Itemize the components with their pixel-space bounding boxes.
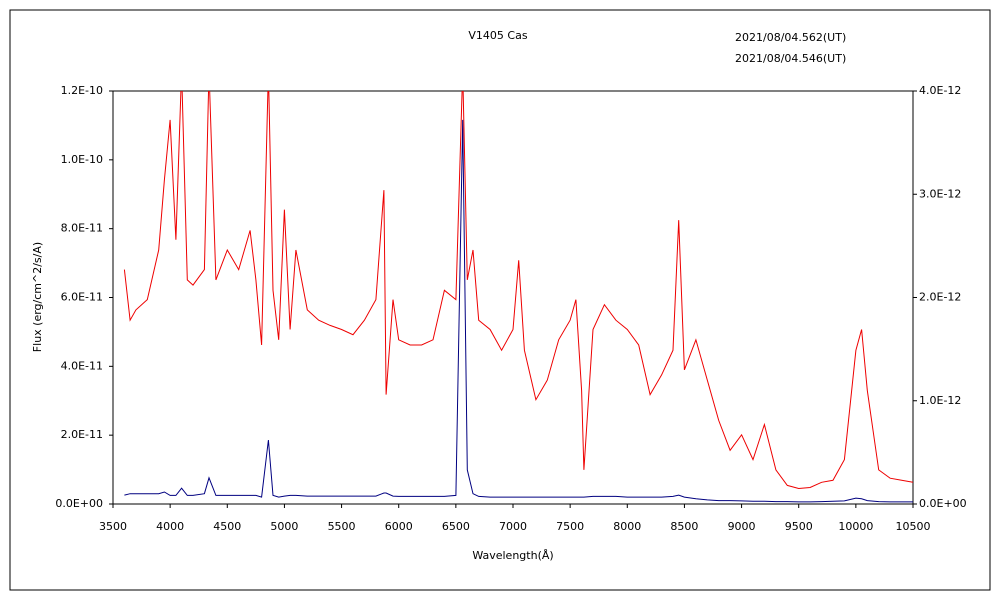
x-tick-label: 5000 <box>270 520 298 533</box>
x-tick-label: 9500 <box>785 520 813 533</box>
x-tick-label: 5500 <box>328 520 356 533</box>
y-tick-label: 0.0E+00 <box>55 497 103 510</box>
y-tick-label: 1.2E-10 <box>61 84 103 97</box>
x-tick-label: 9000 <box>728 520 756 533</box>
x-tick-label: 4000 <box>156 520 184 533</box>
data-line <box>123 91 913 490</box>
y2-tick-label: 2.0E-12 <box>919 291 961 304</box>
x-tick-label: 7500 <box>556 520 584 533</box>
y2-tick-label: 1.0E-12 <box>919 394 961 407</box>
y2-tick-label: 0.0E+00 <box>919 497 967 510</box>
x-tick-label: 3500 <box>99 520 127 533</box>
y-tick-label: 8.0E-11 <box>61 222 103 235</box>
x-axis-label: Wavelength(Å) <box>472 549 553 562</box>
legend-entry: 2021/08/04.546(UT) <box>735 52 846 65</box>
chart-frame <box>9 9 991 591</box>
y2-tick-label: 3.0E-12 <box>919 187 961 200</box>
y2-tick-label: 4.0E-12 <box>919 84 961 97</box>
y-tick-label: 2.0E-11 <box>61 428 103 441</box>
x-tick-label: 10500 <box>896 520 931 533</box>
chart-title: V1405 Cas <box>468 29 527 42</box>
data-line <box>124 119 913 503</box>
y-tick-label: 1.0E-10 <box>61 153 103 166</box>
x-tick-label: 4500 <box>213 520 241 533</box>
x-tick-label: 7000 <box>499 520 527 533</box>
legend-entry: 2021/08/04.562(UT) <box>735 31 846 44</box>
x-tick-label: 8500 <box>670 520 698 533</box>
x-tick-label: 10000 <box>838 520 873 533</box>
x-tick-label: 6000 <box>385 520 413 533</box>
y-axis-label: Flux (erg/cm^2/s/A) <box>31 242 44 352</box>
y-tick-label: 6.0E-11 <box>61 291 103 304</box>
x-tick-label: 8000 <box>613 520 641 533</box>
x-tick-label: 6500 <box>442 520 470 533</box>
y-tick-label: 4.0E-11 <box>61 359 103 372</box>
